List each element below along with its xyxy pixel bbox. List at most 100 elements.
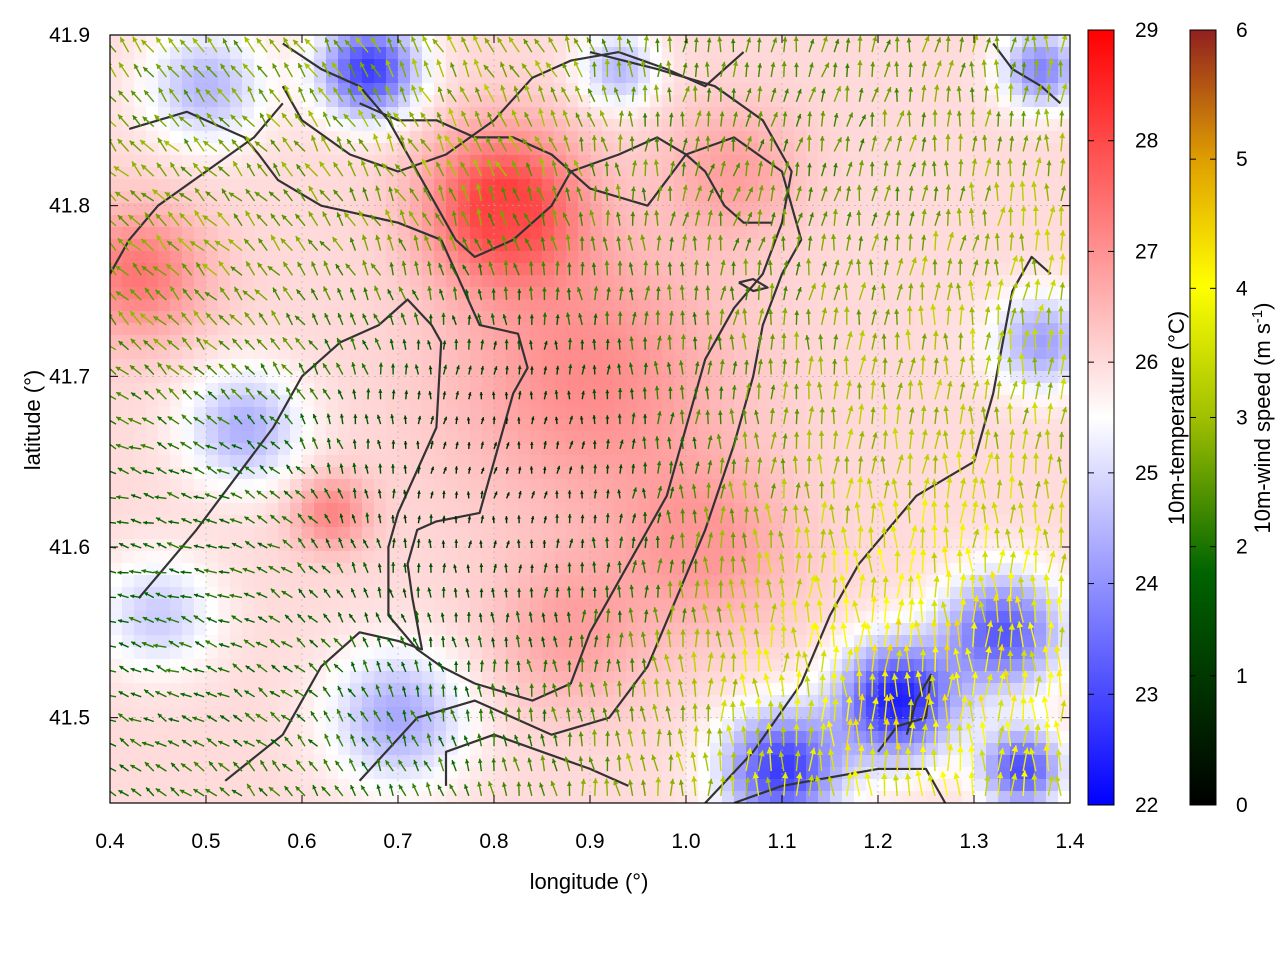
heatmap-cell (470, 443, 483, 456)
heatmap-cell (170, 131, 183, 144)
heatmap-cell (326, 599, 339, 612)
heatmap-cell (770, 563, 783, 576)
heatmap-cell (830, 71, 843, 84)
heatmap-cell (998, 167, 1011, 180)
heatmap-cell (818, 515, 831, 528)
heatmap-cell (122, 47, 135, 60)
heatmap-cell (926, 347, 939, 360)
heatmap-cell (746, 299, 759, 312)
heatmap-cell (854, 251, 867, 264)
heatmap-cell (398, 611, 411, 624)
heatmap-cell (350, 563, 363, 576)
heatmap-cell (470, 659, 483, 672)
heatmap-cell (350, 479, 363, 492)
heatmap-cell (830, 395, 843, 408)
heatmap-cell (758, 767, 771, 780)
heatmap-cell (926, 587, 939, 600)
heatmap-cell (662, 263, 675, 276)
heatmap-cell (974, 287, 987, 300)
heatmap-cell (218, 395, 231, 408)
heatmap-cell (134, 431, 147, 444)
heatmap-cell (314, 215, 327, 228)
heatmap-cell (542, 563, 555, 576)
heatmap-cell (662, 191, 675, 204)
heatmap-cell (674, 491, 687, 504)
heatmap-cell (350, 371, 363, 384)
heatmap-cell (458, 683, 471, 696)
heatmap-cell (338, 347, 351, 360)
heatmap-cell (242, 227, 255, 240)
heatmap-cell (278, 47, 291, 60)
heatmap-cell (446, 575, 459, 588)
heatmap-cell (278, 527, 291, 540)
heatmap-cell (1022, 587, 1035, 600)
heatmap-cell (662, 119, 675, 132)
heatmap-cell (266, 83, 279, 96)
heatmap-cell (470, 227, 483, 240)
heatmap-cell (302, 47, 315, 60)
heatmap-cell (662, 395, 675, 408)
heatmap-cell (686, 479, 699, 492)
heatmap-cell (902, 515, 915, 528)
heatmap-cell (458, 539, 471, 552)
heatmap-cell (758, 395, 771, 408)
heatmap-cell (722, 683, 735, 696)
heatmap-cell (566, 467, 579, 480)
heatmap-cell (422, 743, 435, 756)
heatmap-cell (302, 383, 315, 396)
heatmap-cell (974, 311, 987, 324)
heatmap-cell (494, 299, 507, 312)
heatmap-cell (314, 35, 327, 48)
heatmap-cell (530, 575, 543, 588)
heatmap-cell (566, 515, 579, 528)
heatmap-cell (1046, 83, 1059, 96)
heatmap-cell (650, 563, 663, 576)
heatmap-cell (338, 755, 351, 768)
heatmap-cell (158, 275, 171, 288)
heatmap-cell (686, 179, 699, 192)
heatmap-cell (530, 623, 543, 636)
heatmap-cell (338, 419, 351, 432)
heatmap-cell (950, 179, 963, 192)
heatmap-cell (482, 275, 495, 288)
heatmap-cell (506, 419, 519, 432)
heatmap-cell (890, 743, 903, 756)
heatmap-cell (722, 371, 735, 384)
heatmap-cell (194, 551, 207, 564)
heatmap-cell (818, 575, 831, 588)
heatmap-cell (458, 251, 471, 264)
heatmap-cell (146, 431, 159, 444)
heatmap-cell (242, 575, 255, 588)
heatmap-cell (314, 323, 327, 336)
heatmap-cell (434, 695, 447, 708)
heatmap-cell (422, 71, 435, 84)
heatmap-cell (338, 119, 351, 132)
heatmap-cell (122, 407, 135, 420)
heatmap-cell (662, 275, 675, 288)
heatmap-cell (110, 695, 123, 708)
heatmap-cell (674, 539, 687, 552)
heatmap-cell (482, 647, 495, 660)
heatmap-cell (350, 503, 363, 516)
heatmap-cell (998, 191, 1011, 204)
heatmap-cell (302, 479, 315, 492)
heatmap-cell (482, 659, 495, 672)
heatmap-cell (446, 479, 459, 492)
heatmap-cell (1010, 167, 1023, 180)
heatmap-cell (218, 503, 231, 516)
heatmap-cell (374, 251, 387, 264)
heatmap-cell (854, 227, 867, 240)
heatmap-cell (554, 95, 567, 108)
heatmap-cell (746, 47, 759, 60)
heatmap-cell (842, 467, 855, 480)
heatmap-cell (362, 635, 375, 648)
heatmap-cell (566, 131, 579, 144)
heatmap-cell (938, 143, 951, 156)
heatmap-cell (218, 527, 231, 540)
heatmap-cell (494, 503, 507, 516)
heatmap-cell (1022, 59, 1035, 72)
heatmap-cell (890, 167, 903, 180)
heatmap-cell (734, 347, 747, 360)
heatmap-cell (614, 299, 627, 312)
heatmap-cell (842, 155, 855, 168)
